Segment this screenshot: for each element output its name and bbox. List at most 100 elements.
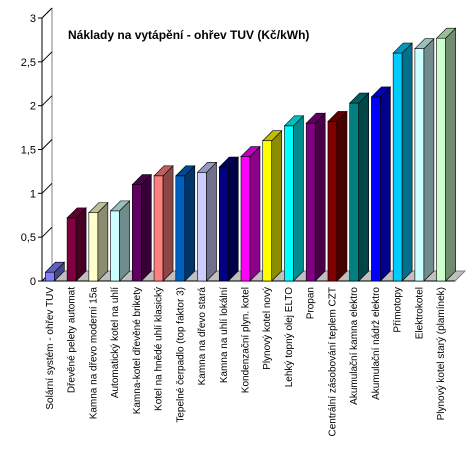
bar-top <box>392 42 413 54</box>
x-tick-label: Kamna-kotel dřevěné brikety <box>132 287 143 414</box>
x-tick-label: Lehký topný olej ELTO <box>284 287 295 387</box>
bar <box>348 92 370 282</box>
y-tick-depth <box>41 182 53 194</box>
chart-title: Náklady na vytápění - ohřev TUV (Kč/kWh) <box>68 28 309 42</box>
bar-top <box>44 261 66 273</box>
bar-top <box>327 111 348 122</box>
bar-front <box>240 156 251 282</box>
bar-side <box>445 27 456 282</box>
bar-top <box>218 156 239 168</box>
labels: 0 0,5 1 1,5 2 2,5 3 Solární systém - ohřev TUV D… <box>21 13 447 437</box>
x-tick-label: Plynový kotel starý (plamínek) <box>436 287 447 420</box>
x-tick-label: Kamna na dřevo moderní 15a <box>88 287 99 420</box>
bar-side <box>184 165 196 282</box>
bar <box>196 161 218 282</box>
bar-side <box>293 115 304 282</box>
bar-front <box>349 102 359 282</box>
bar-side <box>119 200 130 282</box>
bar-top <box>153 165 174 177</box>
bar-side <box>423 37 435 282</box>
bar-top <box>66 207 87 219</box>
bar <box>66 207 87 282</box>
y-tick-depth <box>41 95 53 107</box>
bar-front <box>153 175 164 282</box>
bar <box>131 173 153 282</box>
bar-top <box>435 27 457 39</box>
bar-side <box>380 86 391 282</box>
bar-side <box>271 130 283 282</box>
bar-front <box>132 184 142 282</box>
y-tick-label: 1 <box>30 188 36 200</box>
bar-front <box>262 140 273 282</box>
bar <box>153 165 174 282</box>
y-tick-label: 0 <box>30 276 36 288</box>
bar <box>370 86 392 282</box>
bar-top <box>305 112 326 124</box>
bar-front <box>175 175 186 282</box>
bar-top <box>348 92 370 104</box>
y-tick-label: 1,5 <box>21 145 36 157</box>
bar-top <box>109 200 131 212</box>
bar-top <box>196 161 218 173</box>
bar-side <box>97 201 109 282</box>
bar <box>327 110 348 282</box>
y-tick-depth <box>41 7 53 19</box>
bar-front <box>66 217 77 282</box>
x-tick-label: Centrální zásobování teplem CZT <box>327 287 338 437</box>
bar-front <box>284 125 294 282</box>
bar <box>435 27 457 282</box>
bar-front <box>392 52 403 282</box>
y-tick-depth <box>41 139 53 150</box>
x-tick-label: Akumulační kamna elektro <box>349 287 360 405</box>
bar-front <box>88 212 99 282</box>
bar-side <box>314 112 326 282</box>
bars <box>44 27 457 282</box>
bar-front <box>197 171 207 282</box>
x-tick-label: Plynový kotel nový <box>262 287 273 370</box>
bar-front <box>414 48 425 282</box>
bar-side <box>227 156 239 282</box>
bar <box>262 130 283 282</box>
bar-side <box>141 173 152 282</box>
bar <box>88 201 109 282</box>
bar-top <box>240 146 261 157</box>
x-tick-label: Přímotopy <box>393 287 404 333</box>
bar <box>392 42 413 282</box>
x-tick-label: Propan <box>306 287 317 319</box>
x-tick-label: Tepelné čerpadlo (top faktor 3) <box>175 287 186 423</box>
bar <box>109 200 131 282</box>
y-tick-label: 2,5 <box>21 57 36 69</box>
y-tick-label: 3 <box>30 13 36 25</box>
bar-side <box>358 92 369 282</box>
bar-side <box>401 42 413 282</box>
bar-front <box>327 121 338 282</box>
bar <box>283 115 305 282</box>
x-tick-label: Elektrokotel <box>414 287 425 339</box>
bar-top <box>88 202 109 213</box>
bar <box>218 156 239 282</box>
bar <box>414 37 435 282</box>
y-tick-label: 2 <box>30 101 36 113</box>
x-tick-label: Dřevěné pelety automat <box>67 287 78 393</box>
bar-top <box>175 165 196 177</box>
x-tick-label: Akumulační nádrž elektro <box>371 287 382 400</box>
bar-side <box>336 110 348 282</box>
bar <box>305 112 326 282</box>
y-tick-label: 0,5 <box>21 232 36 244</box>
x-tick-label: Automatický kotel na uhlí <box>110 287 121 398</box>
bar-top <box>283 115 305 127</box>
bar-side <box>75 207 87 282</box>
bar <box>175 165 196 282</box>
bar-front <box>110 210 120 282</box>
bar-side <box>162 165 174 282</box>
bar-front <box>305 122 316 282</box>
y-tick-depth <box>41 51 53 63</box>
bar-top <box>414 38 435 49</box>
bar-top <box>370 86 392 98</box>
x-tick-label: Solární systém - ohřev TUV <box>45 287 56 410</box>
bar-top <box>131 174 153 185</box>
bar <box>240 145 261 282</box>
x-tick-label: Kondenzační plyn. kotel <box>241 287 252 393</box>
bar-side <box>249 145 261 282</box>
bar-front <box>218 166 229 282</box>
